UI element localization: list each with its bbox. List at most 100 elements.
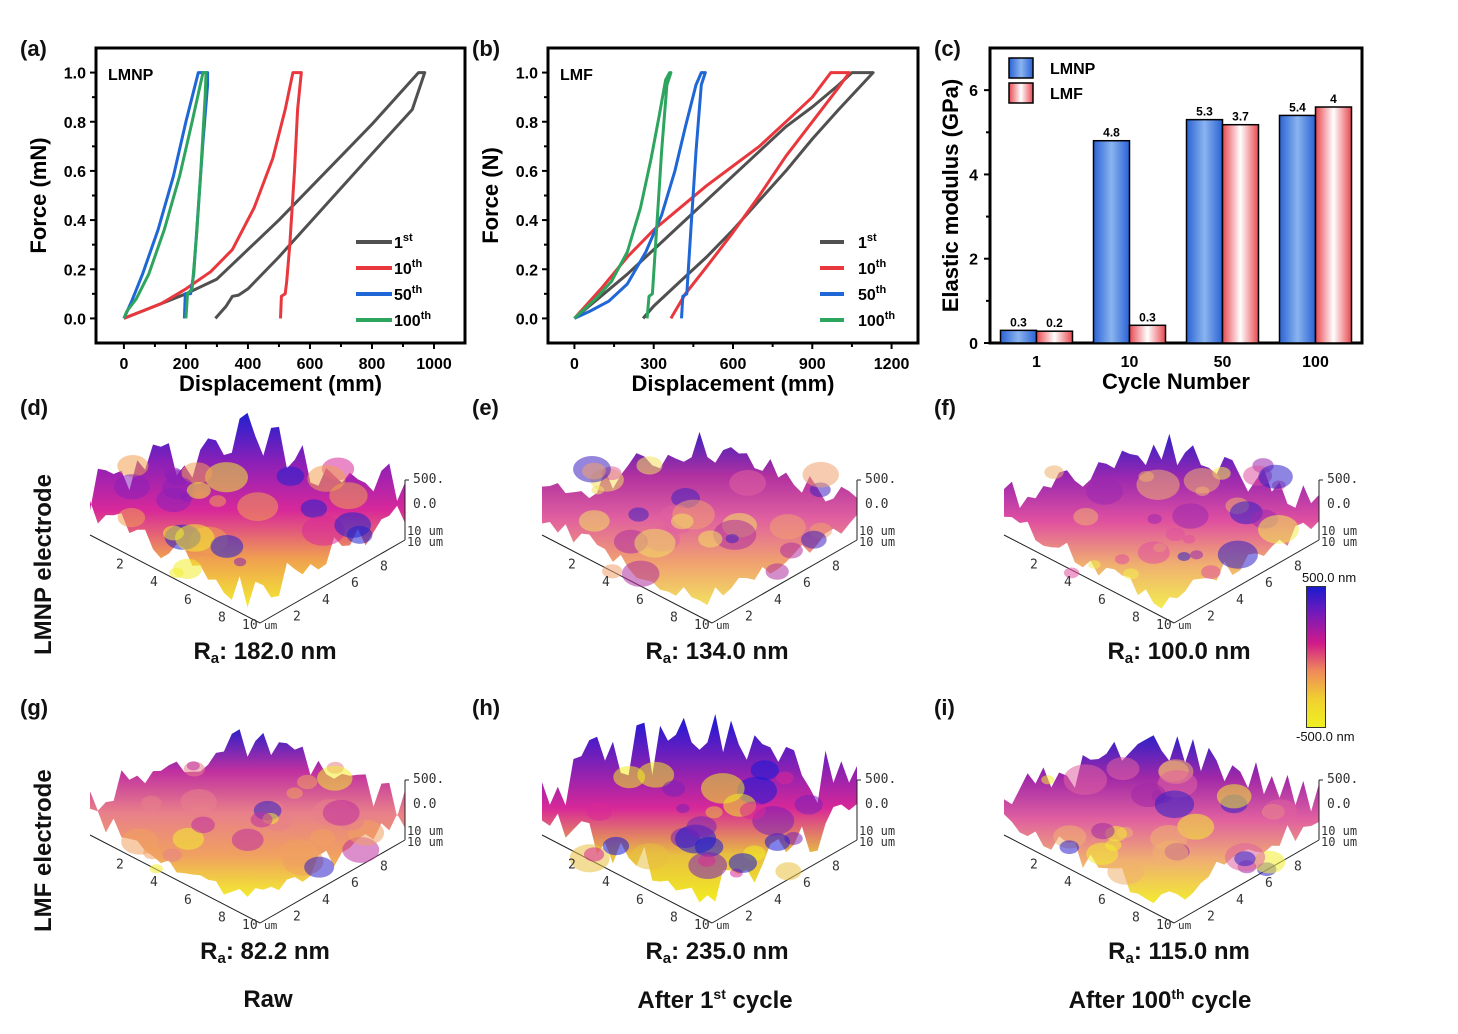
afm-surface-feature bbox=[705, 806, 723, 819]
x-tick-label: 6 bbox=[1098, 593, 1106, 608]
y-axis-line bbox=[1173, 839, 1320, 924]
afm-surface-feature bbox=[686, 816, 717, 838]
bar-data-label: 0.2 bbox=[1046, 316, 1063, 330]
y-tick-label: 8 bbox=[380, 860, 388, 875]
z-top-label: 500. bbox=[865, 472, 896, 487]
bar-data-label: 0.3 bbox=[1010, 315, 1027, 329]
panel-label-h: (h) bbox=[472, 695, 501, 720]
z-mid-label: 0.0 bbox=[1327, 797, 1350, 812]
column-title-after-1st-sup: st bbox=[713, 986, 726, 1002]
y-tick-label: 1.0 bbox=[64, 66, 86, 83]
roughness-value: : 182.0 nm bbox=[219, 638, 337, 665]
afm-surface-feature bbox=[143, 846, 162, 860]
z-unit-label: 10 um bbox=[1321, 524, 1357, 538]
y-tick-label: 0.0 bbox=[516, 311, 538, 328]
x-axis-line bbox=[541, 834, 713, 924]
x-tick-label: 1000 bbox=[416, 356, 452, 373]
afm-surface-feature bbox=[1258, 464, 1293, 489]
roughness-value: : 235.0 nm bbox=[671, 938, 789, 965]
legend-label-sup: th bbox=[876, 258, 887, 270]
afm-panel-i: (i) 2 2 4 4 6 6 8 8 10 um 500. 0.0 10 um 10 um Ra: 115.… bbox=[934, 695, 1374, 975]
afm-surface-feature bbox=[694, 836, 724, 857]
afm-surface-feature bbox=[621, 560, 660, 587]
bar-data-label: 5.3 bbox=[1196, 105, 1213, 119]
series-line-100th bbox=[122, 71, 208, 319]
column-title-after-1st: After 1st cycle bbox=[565, 986, 865, 1015]
series-line-50th bbox=[573, 71, 707, 320]
afm-surface-feature bbox=[286, 787, 303, 799]
afm-surface-feature bbox=[276, 466, 305, 486]
panel-label-e: (e) bbox=[472, 395, 499, 420]
afm-surface-feature bbox=[301, 515, 345, 546]
bar-LMF-100 bbox=[1314, 106, 1353, 344]
afm-surface-feature bbox=[1257, 515, 1299, 544]
panel-label-b: (b) bbox=[472, 36, 501, 61]
afm-surface-feature bbox=[322, 799, 360, 826]
z-top-label: 500. bbox=[1327, 472, 1358, 487]
x-tick-label: 0 bbox=[570, 356, 579, 373]
afm-surface-feature bbox=[583, 847, 605, 862]
y-tick-label: 0.4 bbox=[516, 213, 538, 230]
y-tick-label: 0.0 bbox=[64, 311, 86, 328]
afm-surface-feature bbox=[231, 828, 264, 852]
x-tick-label: 900 bbox=[799, 356, 826, 373]
x-tick-label: 4 bbox=[1064, 875, 1072, 890]
afm-surface-feature bbox=[602, 836, 630, 856]
column-title-after-1st-base: After 1 bbox=[637, 987, 714, 1014]
afm-surface-feature bbox=[1262, 799, 1297, 824]
afm-surface-feature bbox=[1182, 534, 1196, 544]
y-axis-line bbox=[1173, 539, 1320, 624]
column-title-after-100th: After 100th cycle bbox=[1010, 986, 1310, 1015]
afm-surface-feature bbox=[1088, 560, 1101, 569]
afm-surface-feature bbox=[1137, 541, 1170, 564]
afm-surface-feature bbox=[586, 802, 613, 821]
x-tick-label: 2 bbox=[568, 558, 576, 573]
afm-surface-feature bbox=[162, 848, 182, 863]
afm-panel-d: (d) 2 2 4 4 6 6 8 8 10 um 500. 0.0 10 um 10 um Ra: 182.… bbox=[20, 395, 460, 675]
afm-surface-feature bbox=[297, 774, 318, 790]
roughness-label-d: Ra: 182.0 nm bbox=[115, 638, 415, 667]
afm-surface-feature bbox=[307, 465, 346, 492]
afm-surface-feature bbox=[1105, 839, 1122, 851]
legend-label-100th: 100th bbox=[858, 310, 895, 330]
afm-surface-feature bbox=[613, 765, 646, 789]
colorbar: 500.0 nm -500.0 nm bbox=[1296, 570, 1390, 750]
y-tick-label: 0.8 bbox=[516, 115, 538, 132]
roughness-symbol: R bbox=[1108, 938, 1126, 965]
y-tick-label: 0.6 bbox=[64, 164, 86, 181]
afm-surface-feature bbox=[1059, 840, 1080, 855]
bar-data-label: 3.7 bbox=[1232, 110, 1249, 124]
roughness-subscript: a bbox=[210, 650, 220, 667]
afm-surface-feature bbox=[1138, 470, 1155, 482]
y-axis-label: Elastic modulus (GPa) bbox=[938, 79, 963, 313]
x-axis-line bbox=[1003, 534, 1175, 624]
legend-label-10th: 10th bbox=[858, 258, 886, 278]
x-tick-label: 2 bbox=[1030, 858, 1038, 873]
x-tick-label: 8 bbox=[218, 610, 226, 625]
y-tick-label: 8 bbox=[832, 560, 840, 575]
afm-surface-feature bbox=[1201, 565, 1221, 579]
panel-label-c: (c) bbox=[934, 36, 961, 61]
afm-surface-feature bbox=[191, 816, 215, 834]
afm-surface-feature bbox=[233, 557, 247, 567]
afm-surface-feature bbox=[631, 843, 669, 870]
bar-LMNP-50 bbox=[1185, 118, 1224, 344]
bar-data-label: 4.8 bbox=[1103, 126, 1120, 140]
legend-label-LMF: LMF bbox=[1050, 86, 1083, 103]
afm-surface-feature bbox=[779, 542, 803, 559]
afm-surface-feature bbox=[1107, 859, 1145, 885]
afm-surface-feature bbox=[662, 780, 686, 797]
x-axis-label: Displacement (mm) bbox=[179, 371, 382, 396]
plot-frame bbox=[988, 46, 1364, 345]
z-top-label: 500. bbox=[413, 472, 444, 487]
roughness-label-h: Ra: 235.0 nm bbox=[567, 938, 867, 967]
afm-surface-feature bbox=[1091, 822, 1115, 840]
roughness-symbol: R bbox=[193, 638, 211, 665]
corner-unit-label: um bbox=[1178, 919, 1192, 932]
x-tick-label: 4 bbox=[150, 575, 158, 590]
x-axis-line bbox=[89, 834, 261, 924]
y-tick-label: 2 bbox=[745, 909, 753, 924]
x-axis-label: Cycle Number bbox=[1102, 369, 1250, 394]
roughness-subscript: a bbox=[662, 950, 672, 967]
